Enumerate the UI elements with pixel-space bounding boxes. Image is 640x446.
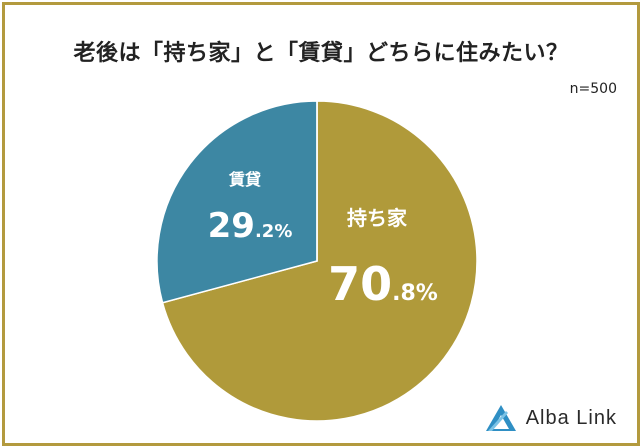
slice-value-rental: 29.2% (208, 206, 293, 246)
slice-label-owned-home: 持ち家 (347, 206, 408, 230)
slice-label-rental: 賃貸 (228, 170, 261, 189)
chart-title: 老後は「持ち家」と「賃貸」どちらに住みたい？ (73, 41, 569, 66)
brand-name: Alba Link (525, 406, 617, 429)
sample-size: n=500 (569, 81, 617, 97)
slice-value-dec-rental: .2% (255, 221, 292, 242)
alba-link-logo-icon (485, 405, 516, 431)
slice-value-dec-owned-home: .8% (392, 281, 438, 306)
slice-value-owned-home: 70.8% (328, 257, 438, 311)
slice-value-int-owned-home: 70 (328, 257, 392, 311)
slice-value-int-rental: 29 (208, 206, 255, 246)
pie-chart: 持ち家 70.8% 賃貸 29.2% (156, 100, 478, 422)
brand-logo: Alba Link (484, 403, 617, 433)
pie-slice-rental (156, 100, 318, 304)
pie-slice-owned-home (161, 100, 478, 422)
